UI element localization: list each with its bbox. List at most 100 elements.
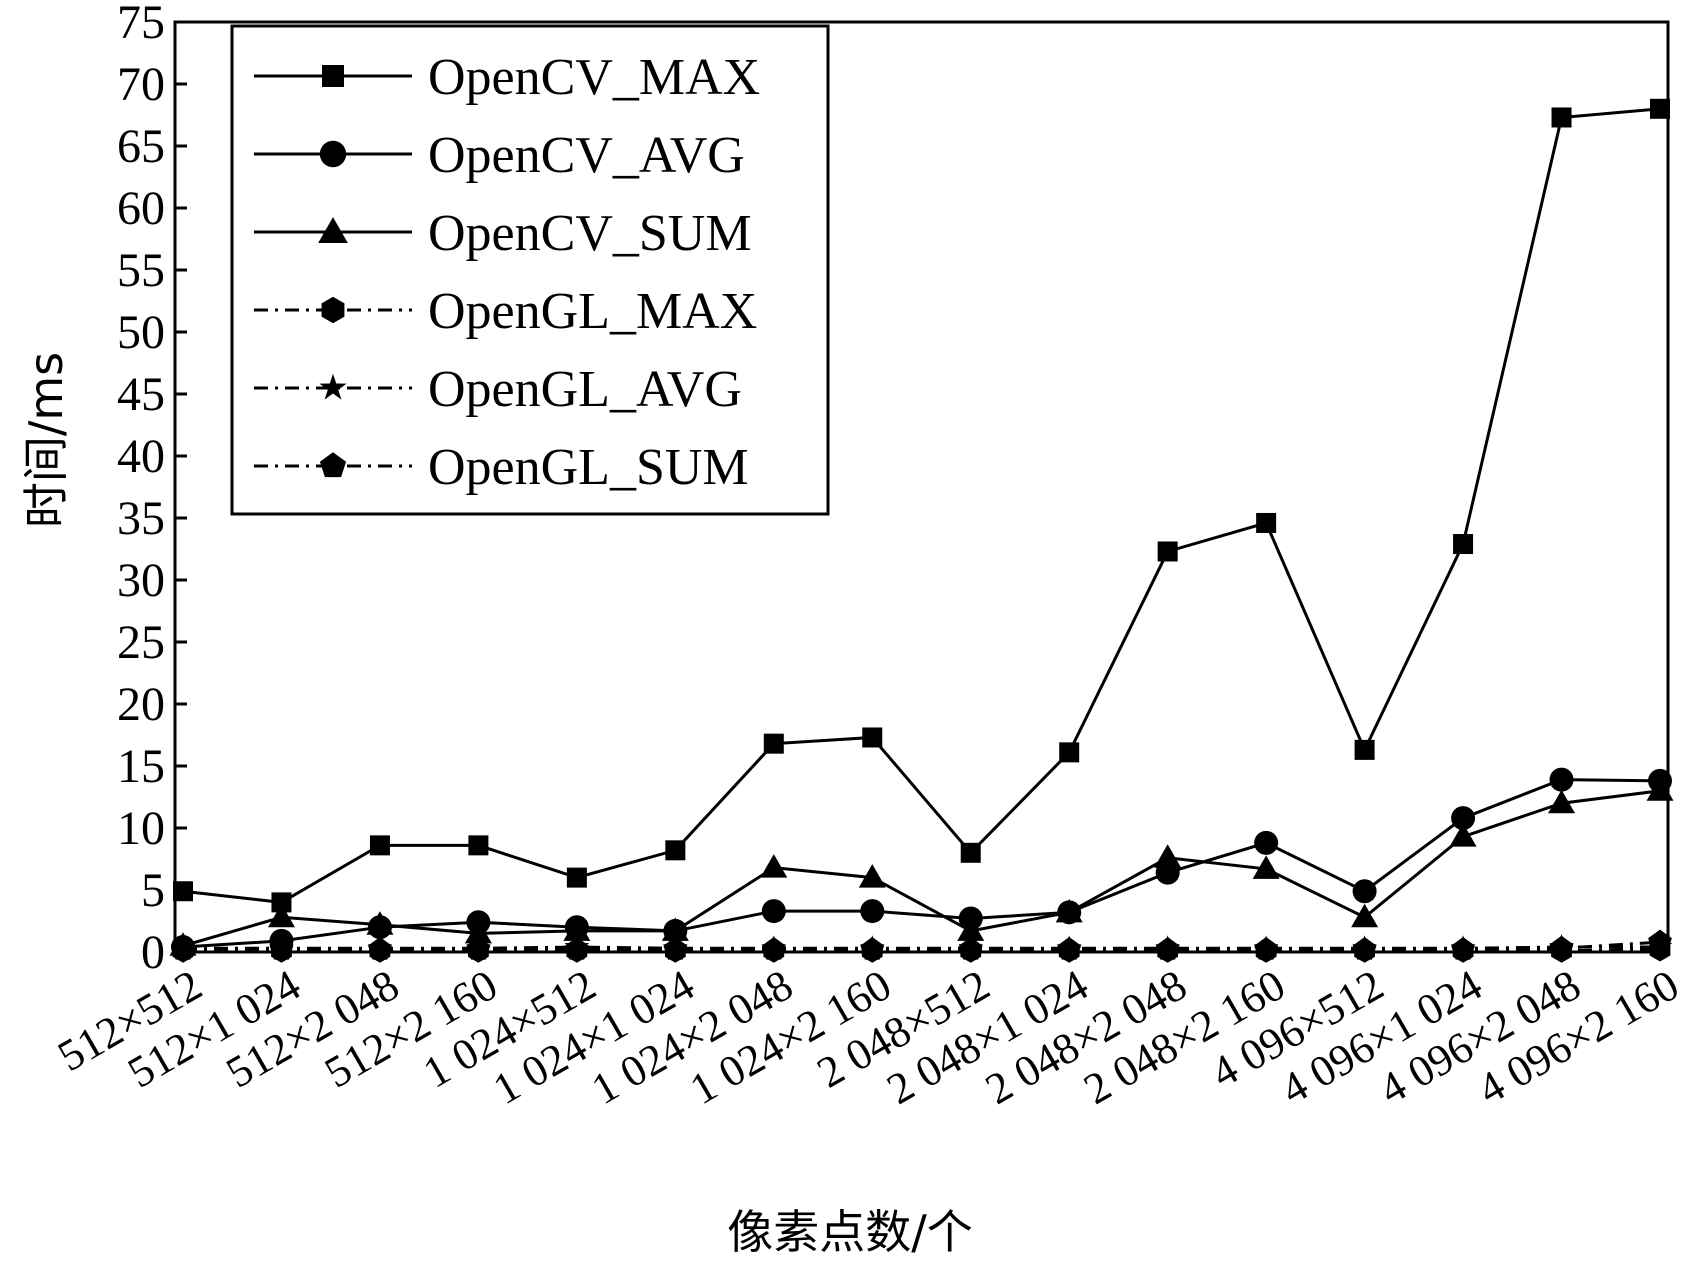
y-tick-label: 55 bbox=[117, 244, 165, 297]
hexagon-marker bbox=[763, 938, 785, 963]
circle-marker bbox=[564, 915, 589, 940]
circle-marker bbox=[761, 899, 786, 924]
legend-item-opencv-avg: OpenCV_AVG bbox=[254, 127, 745, 184]
y-tick-label: 5 bbox=[141, 864, 165, 917]
square-marker bbox=[665, 840, 686, 861]
square-marker bbox=[468, 835, 489, 856]
y-tick-label: 30 bbox=[117, 554, 165, 607]
pentagon-marker bbox=[319, 452, 347, 478]
series-line bbox=[182, 107, 1661, 904]
triangle-marker bbox=[1548, 789, 1576, 814]
square-marker bbox=[1551, 107, 1572, 128]
square-marker bbox=[271, 892, 292, 913]
triangle-marker bbox=[1351, 903, 1379, 928]
circle-marker bbox=[171, 935, 195, 960]
y-tick-label: 75 bbox=[117, 0, 165, 49]
square-marker bbox=[1650, 98, 1670, 119]
square-marker bbox=[566, 867, 587, 888]
series-opencv-max bbox=[173, 98, 1670, 913]
series-line bbox=[182, 778, 1661, 949]
legend-label: OpenCV_MAX bbox=[428, 49, 760, 106]
square-marker bbox=[1256, 512, 1277, 533]
hexagon-marker bbox=[1354, 938, 1375, 963]
y-tick-label: 65 bbox=[117, 120, 165, 173]
triangle-marker bbox=[760, 854, 788, 878]
series-opengl-avg bbox=[170, 934, 1673, 959]
legend-item-opengl-avg: OpenGL_AVG bbox=[254, 361, 742, 418]
legend-item-opengl-max: OpenGL_MAX bbox=[254, 283, 757, 340]
square-marker bbox=[763, 733, 784, 754]
y-tick-label: 35 bbox=[117, 492, 165, 545]
circle-marker bbox=[1254, 830, 1279, 855]
hexagon-marker bbox=[369, 938, 391, 963]
series-opencv-sum bbox=[169, 777, 1674, 956]
series-layer bbox=[169, 98, 1674, 963]
hexagon-marker bbox=[1157, 938, 1179, 963]
series-opengl-max bbox=[172, 937, 1671, 963]
hexagon-marker bbox=[664, 938, 686, 963]
square-marker bbox=[322, 65, 344, 87]
star-marker bbox=[319, 373, 347, 400]
triangle-marker bbox=[1252, 855, 1280, 879]
hexagon-marker bbox=[1058, 938, 1080, 963]
series-line bbox=[183, 945, 1660, 950]
square-marker bbox=[173, 881, 193, 902]
circle-marker bbox=[1155, 860, 1180, 885]
triangle-marker bbox=[1154, 844, 1182, 868]
series-opencv-avg bbox=[171, 767, 1672, 960]
y-tick-label: 25 bbox=[117, 616, 165, 669]
hexagon-marker bbox=[1452, 938, 1474, 963]
series-opengl-sum bbox=[171, 929, 1672, 960]
hexagon-marker bbox=[566, 938, 588, 963]
legend-label: OpenGL_MAX bbox=[428, 283, 757, 340]
y-tick-label: 10 bbox=[117, 802, 165, 855]
hexagon-marker bbox=[321, 296, 345, 324]
legend-label: OpenCV_AVG bbox=[428, 127, 745, 184]
circle-marker bbox=[1352, 879, 1377, 904]
y-tick-label: 45 bbox=[117, 368, 165, 421]
circle-marker bbox=[269, 928, 294, 953]
x-axis-label: 像素点数/个 bbox=[727, 1205, 973, 1259]
circle-marker bbox=[367, 915, 392, 940]
circle-marker bbox=[958, 906, 983, 931]
triangle-marker bbox=[267, 903, 295, 928]
hexagon-marker bbox=[1551, 938, 1572, 963]
square-marker bbox=[1354, 739, 1375, 760]
plot-frame bbox=[173, 20, 1670, 954]
circle-marker bbox=[663, 918, 688, 943]
circle-marker bbox=[466, 910, 491, 935]
hexagon-marker bbox=[468, 938, 489, 963]
hexagon-marker bbox=[1649, 937, 1671, 962]
y-axis-label: 时间/ms bbox=[19, 352, 73, 528]
hexagon-marker bbox=[861, 938, 883, 963]
series-line bbox=[183, 948, 1661, 953]
hexagon-marker bbox=[960, 938, 982, 963]
legend-item-opengl-sum: OpenGL_SUM bbox=[254, 439, 749, 496]
square-marker bbox=[1059, 742, 1080, 763]
triangle-marker bbox=[318, 217, 348, 243]
legend-label: OpenCV_SUM bbox=[428, 205, 752, 262]
square-marker bbox=[862, 727, 883, 748]
circle-marker bbox=[1549, 767, 1574, 792]
triangle-marker bbox=[1449, 823, 1477, 847]
y-axis-ticks: 0 5 10 15 20 25 30 35 40 45 50 55 60 65 70 75 bbox=[117, 0, 187, 979]
y-tick-label: 70 bbox=[117, 58, 165, 111]
chart-axes bbox=[173, 20, 1670, 954]
circle-marker bbox=[319, 140, 347, 168]
series-line bbox=[182, 789, 1661, 948]
legend: OpenCV_MAX OpenCV_AVG OpenCV_SUM OpenGL_MAX… bbox=[230, 24, 830, 516]
y-tick-label: 20 bbox=[117, 678, 165, 731]
y-tick-label: 40 bbox=[117, 430, 165, 483]
y-tick-label: 0 bbox=[141, 926, 165, 979]
circle-marker bbox=[1057, 900, 1082, 925]
circle-marker bbox=[860, 899, 885, 924]
square-marker bbox=[960, 842, 981, 863]
legend-box bbox=[230, 24, 830, 516]
legend-label: OpenGL_SUM bbox=[428, 439, 749, 496]
circle-marker bbox=[1451, 806, 1476, 831]
y-tick-label: 60 bbox=[117, 182, 165, 235]
legend-item-opencv-sum: OpenCV_SUM bbox=[254, 205, 752, 262]
square-marker bbox=[369, 835, 390, 856]
legend-label: OpenGL_AVG bbox=[428, 361, 742, 418]
